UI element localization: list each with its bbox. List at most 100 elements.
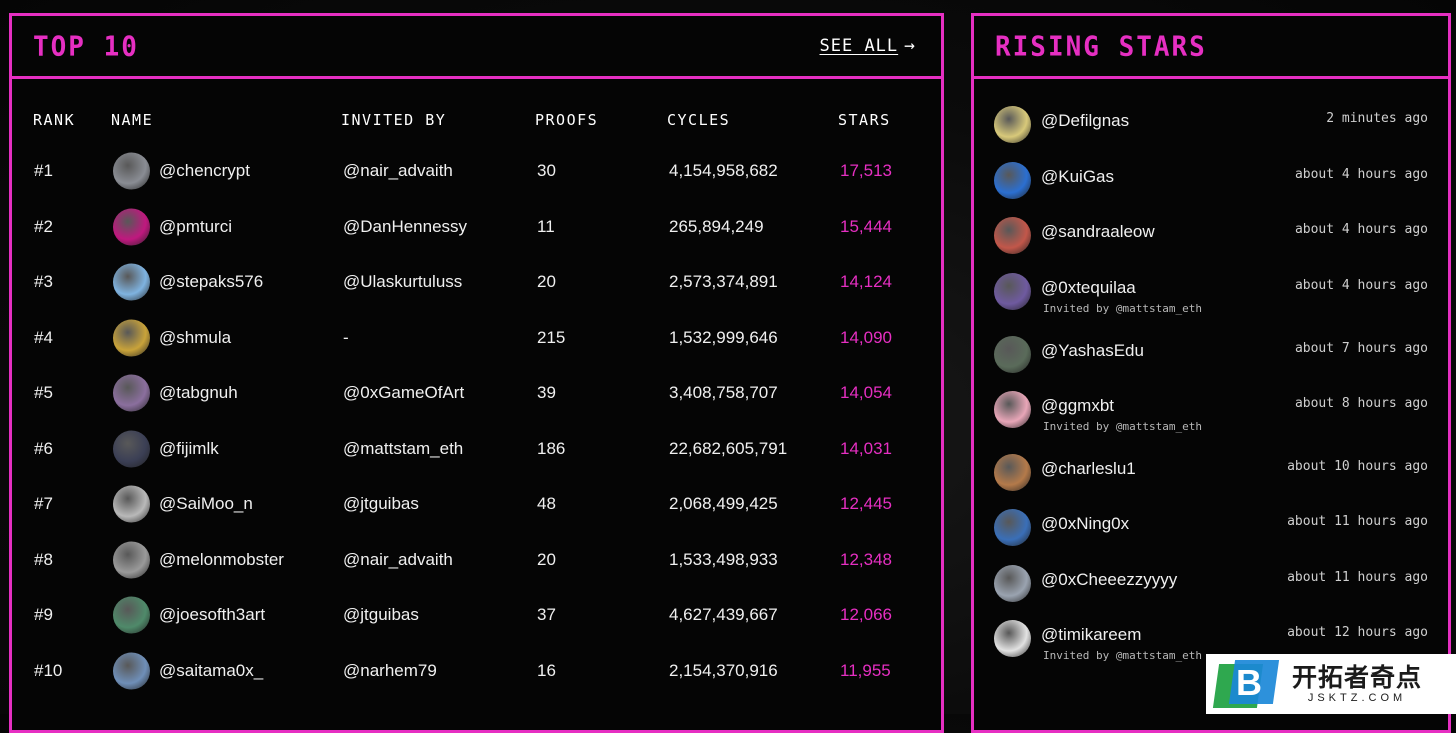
name-cell[interactable]: @saitama0x_ — [159, 660, 264, 680]
stars-cell: 12,066 — [840, 605, 892, 624]
name-cell[interactable]: @fijimlk — [159, 438, 219, 458]
list-item[interactable]: @timikareem about 12 hours ago Invited by … — [974, 611, 1448, 667]
list-item[interactable]: @0xCheeezzyyyy about 11 hours ago — [974, 556, 1448, 612]
avatar[interactable] — [994, 620, 1031, 657]
rising-star-time: about 12 hours ago — [1287, 625, 1428, 640]
cycles-cell: 2,154,370,916 — [669, 660, 778, 680]
cycles-cell: 2,068,499,425 — [669, 494, 778, 513]
rank-cell: #2 — [34, 216, 53, 236]
rising-star-name[interactable]: @ggmxbt — [1041, 396, 1115, 415]
name-cell[interactable]: @SaiMoo_n — [159, 494, 253, 513]
avatar[interactable] — [994, 106, 1031, 143]
name-cell[interactable]: @chencrypt — [159, 161, 250, 180]
stars-cell: 14,031 — [840, 438, 892, 458]
rising-stars-header: RISING STARS — [974, 16, 1448, 79]
table-row[interactable]: #3 @stepaks576 @Ulaskurtuluss 20 2,573,374,8… — [12, 254, 941, 310]
invited-by-cell[interactable]: @jtguibas — [343, 605, 419, 624]
avatar[interactable] — [113, 152, 150, 190]
rising-star-name[interactable]: @timikareem — [1041, 625, 1142, 644]
table-row[interactable]: #4 @shmula - 215 1,532,999,646 14,090 — [12, 310, 941, 366]
rising-star-name[interactable]: @0xtequilaa — [1041, 278, 1136, 297]
rising-star-name[interactable]: @KuiGas — [1041, 167, 1115, 186]
avatar[interactable] — [994, 454, 1031, 491]
avatar[interactable] — [113, 430, 150, 467]
invited-by-cell[interactable]: @nair_advaith — [343, 549, 453, 569]
top10-panel: TOP 10 SEE ALL → RANK NAME INVITED BY PR… — [9, 13, 944, 733]
list-item[interactable]: @0xtequilaa about 4 hours ago Invited by @… — [974, 264, 1448, 320]
proofs-cell: 215 — [537, 327, 566, 347]
invited-by-cell[interactable]: @0xGameOfArt — [343, 383, 465, 402]
name-cell[interactable]: @tabgnuh — [159, 383, 238, 402]
avatar[interactable] — [113, 263, 150, 301]
invited-by-cell[interactable]: @Ulaskurtuluss — [343, 272, 463, 291]
list-item[interactable]: @charleslu1 about 10 hours ago — [974, 445, 1448, 501]
rising-star-name[interactable]: @sandraaleow — [1041, 222, 1155, 241]
watermark-logo: B — [1212, 658, 1280, 710]
rising-star-name[interactable]: @0xCheeezzyyyy — [1041, 570, 1178, 589]
proofs-cell: 20 — [537, 272, 556, 291]
proofs-cell: 11 — [537, 216, 555, 236]
rising-star-time: about 7 hours ago — [1294, 341, 1428, 356]
watermark: B 开拓者奇点 JSKTZ.COM — [1206, 654, 1456, 714]
table-row[interactable]: #10 @saitama0x_ @narhem79 16 2,154,370,916 11… — [12, 643, 941, 699]
watermark-text: 开拓者奇点 — [1292, 663, 1423, 692]
table-row[interactable]: #5 @tabgnuh @0xGameOfArt 39 3,408,758,707 14,… — [12, 365, 941, 421]
see-all-link[interactable]: SEE ALL → — [820, 36, 916, 56]
table-row[interactable]: #9 @joesofth3art @jtguibas 37 4,627,439,667 1… — [12, 587, 941, 643]
cycles-cell: 2,573,374,891 — [669, 272, 778, 291]
header-cycles: CYCLES — [667, 111, 731, 129]
rank-cell: #8 — [34, 549, 53, 569]
invited-by-cell[interactable]: @jtguibas — [343, 494, 419, 513]
avatar[interactable] — [994, 217, 1031, 254]
rising-star-name[interactable]: @charleslu1 — [1041, 459, 1136, 478]
list-item[interactable]: @KuiGas about 4 hours ago — [974, 153, 1448, 209]
list-item[interactable]: @YashasEdu about 7 hours ago — [974, 327, 1448, 383]
avatar[interactable] — [994, 565, 1031, 602]
proofs-cell: 30 — [537, 161, 556, 180]
proofs-cell: 16 — [537, 660, 556, 680]
avatar[interactable] — [994, 273, 1031, 310]
avatar[interactable] — [994, 162, 1031, 199]
avatar[interactable] — [113, 319, 150, 356]
list-item[interactable]: @Defilgnas 2 minutes ago — [974, 97, 1448, 153]
table-row[interactable]: #2 @pmturci @DanHennessy 11 265,894,249 15,44… — [12, 199, 941, 255]
rank-cell: #7 — [34, 494, 53, 513]
name-cell[interactable]: @joesofth3art — [159, 605, 266, 624]
name-cell[interactable]: @shmula — [159, 327, 232, 347]
invited-by-cell[interactable]: @narhem79 — [343, 660, 437, 680]
cycles-cell: 1,533,498,933 — [669, 549, 778, 569]
proofs-cell: 48 — [537, 494, 556, 513]
top10-title: TOP 10 — [33, 31, 139, 63]
avatar[interactable] — [994, 391, 1031, 428]
list-item[interactable]: @0xNing0x about 11 hours ago — [974, 500, 1448, 556]
avatar[interactable] — [113, 208, 150, 245]
table-row[interactable]: #7 @SaiMoo_n @jtguibas 48 2,068,499,425 12,44… — [12, 476, 941, 532]
list-item[interactable]: @sandraaleow about 4 hours ago — [974, 208, 1448, 264]
avatar[interactable] — [994, 336, 1031, 373]
rank-cell: #5 — [34, 383, 53, 402]
rising-star-time: about 4 hours ago — [1294, 222, 1428, 237]
avatar[interactable] — [113, 596, 150, 634]
avatar[interactable] — [113, 652, 150, 689]
invited-by-cell[interactable]: @DanHennessy — [343, 216, 468, 236]
table-row[interactable]: #1 @chencrypt @nair_advaith 30 4,154,958,682… — [12, 143, 941, 199]
invited-by-cell[interactable]: @mattstam_eth — [343, 438, 464, 458]
name-cell[interactable]: @stepaks576 — [159, 272, 264, 291]
cycles-cell: 1,532,999,646 — [669, 327, 778, 347]
list-item[interactable]: @ggmxbt about 8 hours ago Invited by @matt… — [974, 382, 1448, 438]
rising-star-name[interactable]: @YashasEdu — [1041, 341, 1144, 360]
rising-star-name[interactable]: @0xNing0x — [1041, 514, 1130, 533]
avatar[interactable] — [994, 509, 1031, 546]
table-row[interactable]: #8 @melonmobster @nair_advaith 20 1,533,498,… — [12, 532, 941, 588]
rising-star-time: about 4 hours ago — [1294, 167, 1428, 182]
invited-by-cell[interactable]: @nair_advaith — [343, 161, 453, 180]
avatar[interactable] — [113, 374, 150, 412]
avatar[interactable] — [113, 541, 150, 578]
avatar[interactable] — [113, 485, 150, 523]
name-cell[interactable]: @pmturci — [159, 216, 232, 236]
table-row[interactable]: #6 @fijimlk @mattstam_eth 186 22,682,605,791… — [12, 421, 941, 477]
name-cell[interactable]: @melonmobster — [159, 549, 284, 569]
cycles-cell: 4,154,958,682 — [669, 161, 778, 180]
rising-star-name[interactable]: @Defilgnas — [1041, 111, 1130, 130]
invited-by-cell[interactable]: - — [343, 327, 349, 347]
